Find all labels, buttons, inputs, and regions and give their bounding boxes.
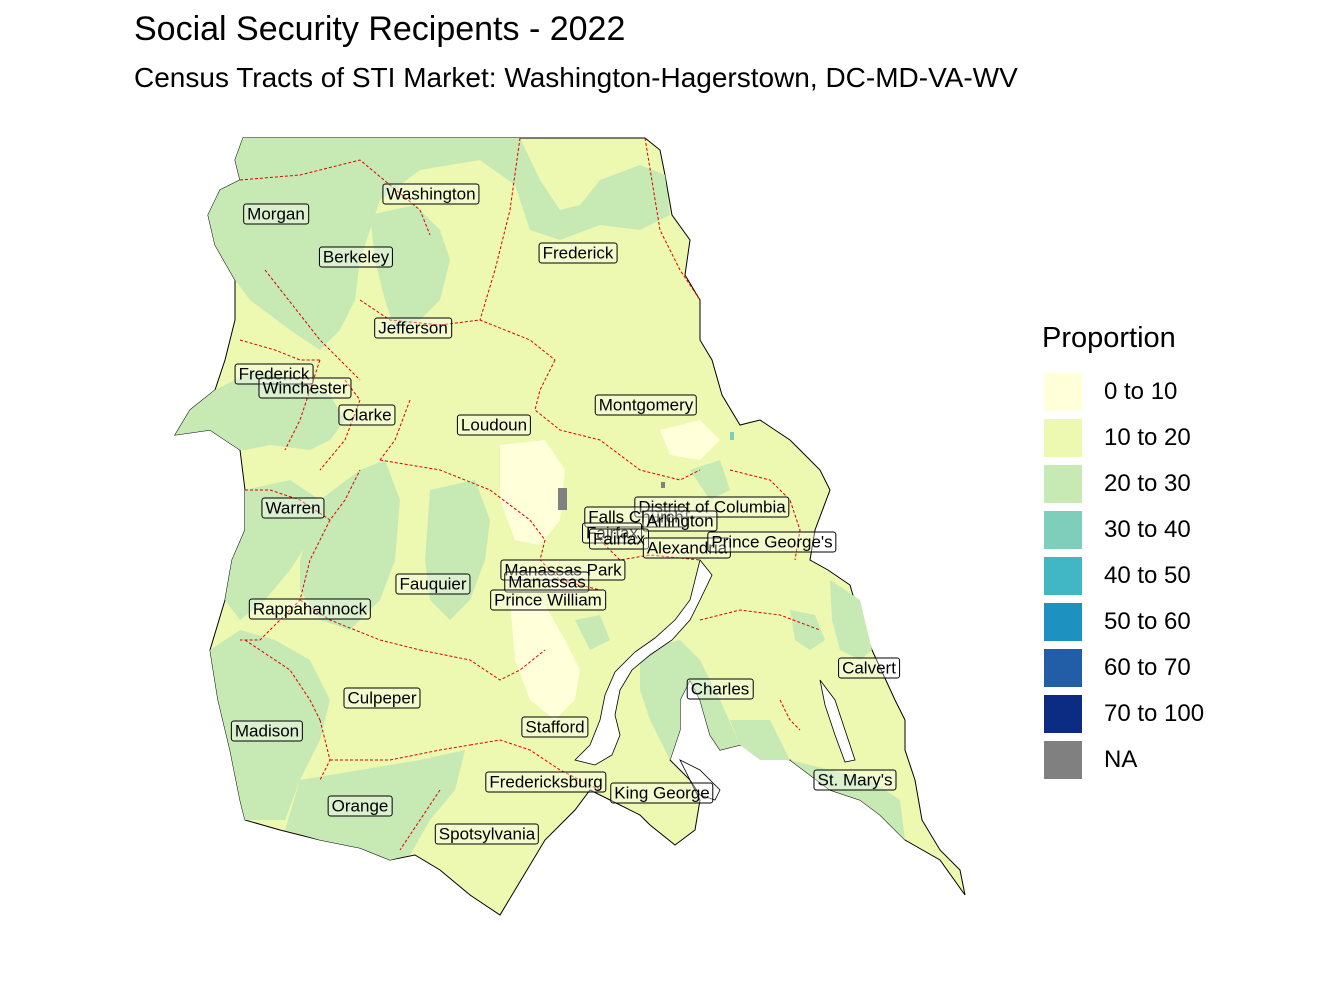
county-label-prince-william: Prince William xyxy=(490,589,606,611)
county-label-morgan: Morgan xyxy=(243,203,309,225)
water-bodies xyxy=(574,559,856,801)
county-label-falls-church: Falls Church xyxy=(584,506,688,528)
class-0-10-areas xyxy=(500,420,720,720)
county-label-prince-georges: Prince George's xyxy=(707,531,837,553)
legend-label: 10 to 20 xyxy=(1104,424,1191,451)
legend-label: 60 to 70 xyxy=(1104,654,1191,681)
county-label-manassas-park: Manassas Park xyxy=(500,559,626,581)
legend-item: 70 to 100 xyxy=(1042,691,1204,737)
county-label-fairfax-city: Fairfax xyxy=(582,522,642,544)
legend-swatch xyxy=(1042,601,1084,643)
legend-swatch xyxy=(1042,417,1084,459)
legend-label: 50 to 60 xyxy=(1104,608,1191,635)
legend-label: 30 to 40 xyxy=(1104,516,1191,543)
class-30-40-tract xyxy=(730,432,734,440)
county-label-charles: Charles xyxy=(686,678,754,700)
county-label-fairfax: Fairfax xyxy=(589,528,649,550)
legend-swatch xyxy=(1042,371,1084,413)
legend-item: 50 to 60 xyxy=(1042,599,1204,645)
county-label-berkeley: Berkeley xyxy=(318,246,394,268)
county-label-st-marys: St. Mary's xyxy=(813,769,897,791)
legend-label: 20 to 30 xyxy=(1104,470,1191,497)
county-label-spotsylvania: Spotsylvania xyxy=(434,823,540,845)
legend-title: Proportion xyxy=(1042,322,1176,354)
legend-swatch xyxy=(1042,647,1084,689)
legend-swatch xyxy=(1042,463,1084,505)
legend-item: 0 to 10 xyxy=(1042,369,1204,415)
legend-item: 20 to 30 xyxy=(1042,461,1204,507)
map-title: Social Security Recipents - 2022 xyxy=(134,10,626,48)
legend-item: NA xyxy=(1042,737,1204,783)
county-boundaries xyxy=(239,137,821,851)
county-label-frederick-md: Frederick xyxy=(538,242,618,264)
county-label-calvert: Calvert xyxy=(838,657,900,679)
legend-label: NA xyxy=(1104,746,1138,773)
legend-item: 40 to 50 xyxy=(1042,553,1204,599)
county-label-frederick-va: Frederick xyxy=(234,363,314,385)
county-label-stafford: Stafford xyxy=(521,716,589,738)
legend-label: 70 to 100 xyxy=(1104,700,1205,727)
legend-item: 10 to 20 xyxy=(1042,415,1204,461)
legend-swatch xyxy=(1042,739,1084,781)
map-subtitle: Census Tracts of STI Market: Washington-… xyxy=(134,62,1018,93)
county-label-arlington: Arlington xyxy=(642,510,718,532)
county-label-jefferson: Jefferson xyxy=(374,317,452,339)
county-label-orange: Orange xyxy=(327,795,393,817)
county-label-warren: Warren xyxy=(261,497,325,519)
county-label-alexandria: Alexandria xyxy=(642,537,732,559)
legend-swatch xyxy=(1042,509,1084,551)
county-label-loudoun: Loudoun xyxy=(456,414,532,436)
county-label-winchester: Winchester xyxy=(258,377,352,399)
county-label-king-george: King George xyxy=(610,782,714,804)
legend-item: 60 to 70 xyxy=(1042,645,1204,691)
county-label-manassas: Manassas xyxy=(504,571,590,593)
county-label-washington: Washington xyxy=(382,183,480,205)
county-label-rappahannock: Rappahannock xyxy=(248,598,372,620)
county-label-culpeper: Culpeper xyxy=(343,687,421,709)
county-label-madison: Madison xyxy=(230,720,304,742)
legend-swatch xyxy=(1042,693,1084,735)
class-20-30-areas xyxy=(175,138,905,860)
county-label-dc: District of Columbia xyxy=(634,496,790,518)
legend-label: 0 to 10 xyxy=(1104,378,1178,405)
legend-swatch xyxy=(1042,555,1084,597)
county-label-fauquier: Fauquier xyxy=(395,573,471,595)
county-label-fredericksburg: Fredericksburg xyxy=(485,771,607,793)
legend-item: 30 to 40 xyxy=(1042,507,1204,553)
legend: Proportion 0 to 10 10 to 20 20 to 30 30 to … xyxy=(1042,322,1204,783)
county-label-montgomery: Montgomery xyxy=(594,394,698,416)
na-tracts xyxy=(558,482,665,510)
legend-label: 40 to 50 xyxy=(1104,562,1191,589)
county-label-clarke: Clarke xyxy=(338,404,396,426)
